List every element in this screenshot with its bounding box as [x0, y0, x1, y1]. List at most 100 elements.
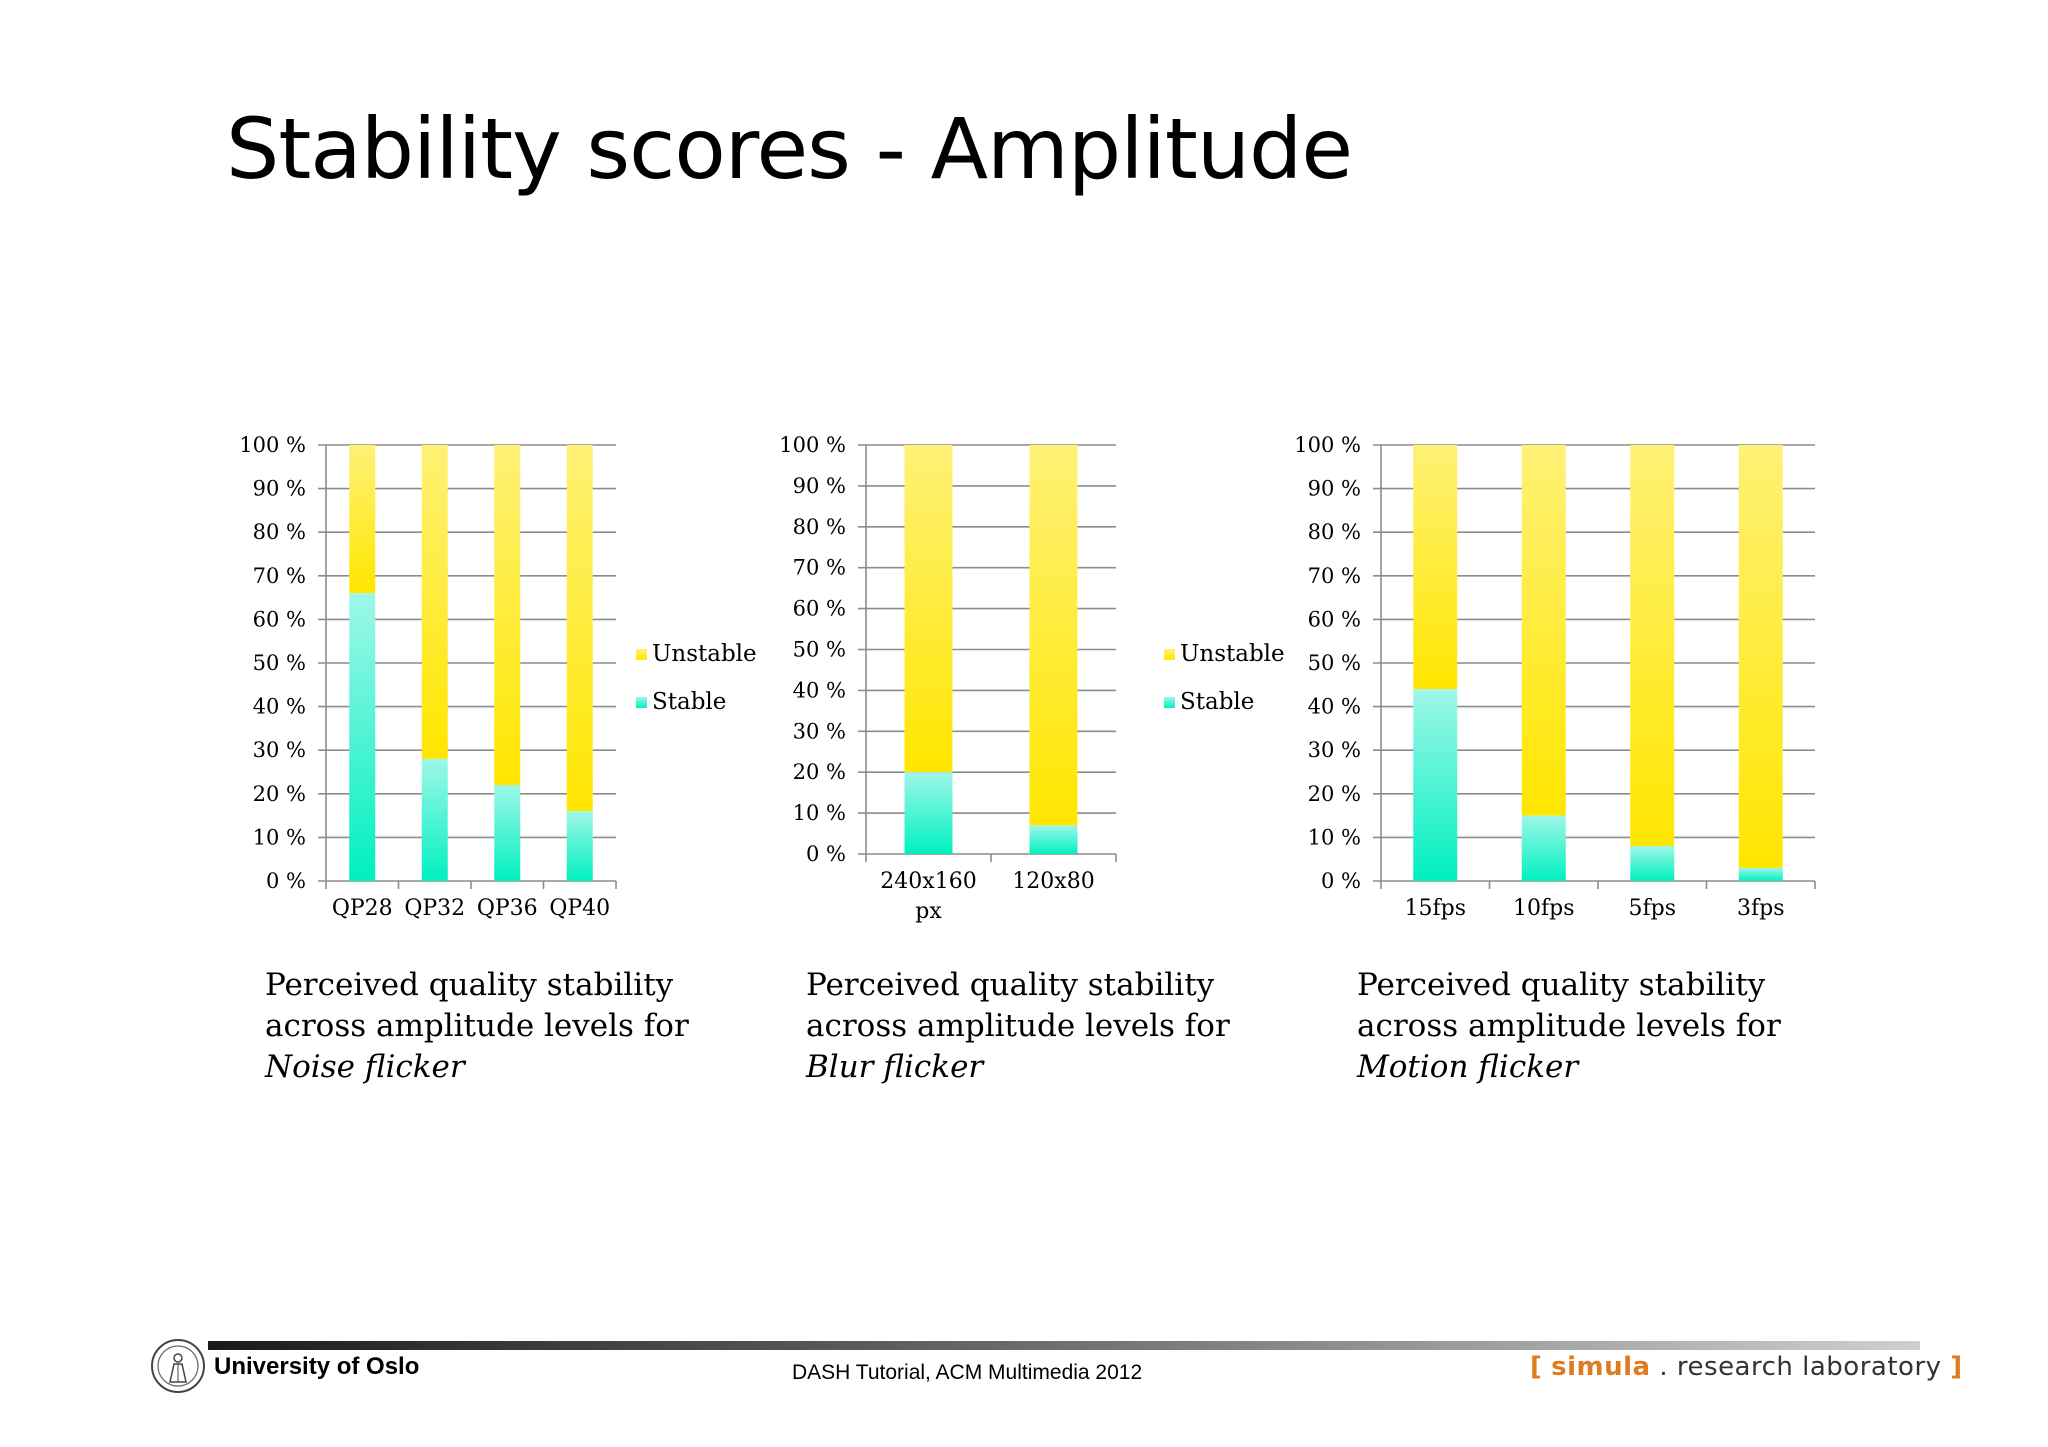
bar-unstable [1413, 445, 1458, 690]
y-tick-label: 60 % [793, 597, 846, 621]
y-tick-label: 40 % [253, 695, 306, 719]
caption-noise-line2: across amplitude levels for [265, 1008, 689, 1044]
bar-stable [566, 811, 593, 881]
simula-bracket-close: ] [1950, 1352, 1963, 1382]
y-tick-label: 60 % [1308, 607, 1361, 631]
y-tick-label: 80 % [1308, 520, 1361, 544]
caption-blur-line3: Blur flicker [806, 1049, 984, 1085]
bar-stable [349, 593, 376, 881]
bar-unstable [904, 445, 953, 773]
chart-noise-svg: 0 % 10 % 20 % 30 % 40 % 50 % 60 % 70 % 80 % 90 % 1… [239, 433, 757, 921]
y-tick-label: 70 % [793, 556, 846, 580]
caption-motion: Perceived quality stability across ampli… [1357, 965, 1781, 1088]
y-tick-label: 80 % [253, 520, 306, 544]
caption-noise: Perceived quality stability across ampli… [265, 965, 689, 1088]
y-tick-label: 10 % [793, 801, 846, 825]
x-category-label: QP28 [332, 896, 393, 921]
simula-logo: [ simula . research laboratory ] [1530, 1352, 1963, 1382]
caption-noise-line1: Perceived quality stability [265, 967, 674, 1003]
y-tick-label: 90 % [793, 474, 846, 498]
y-tick-label: 80 % [793, 515, 846, 539]
y-tick-label: 100 % [1294, 433, 1361, 457]
caption-noise-line3: Noise flicker [265, 1049, 465, 1085]
simula-brand: simula [1551, 1352, 1651, 1382]
x-category-label: QP40 [549, 896, 610, 921]
chart-noise-flicker: 0 % 10 % 20 % 30 % 40 % 50 % 60 % 70 % 80 % 90 % 1… [226, 425, 766, 945]
footer-event: DASH Tutorial, ACM Multimedia 2012 [792, 1361, 1143, 1384]
x-category-label: 15fps [1404, 896, 1466, 921]
slide-title: Stability scores - Amplitude [226, 100, 1353, 198]
bar-unstable [494, 445, 521, 786]
y-tick-label: 70 % [253, 564, 306, 588]
bar-unstable [566, 445, 593, 812]
x-category-label: 240x160 [880, 869, 976, 894]
university-name: University of Oslo [214, 1353, 420, 1380]
y-tick-label: 0 % [1321, 869, 1361, 893]
chart-blur-flicker: 0 % 10 % 20 % 30 % 40 % 50 % 60 % 70 % 80 % 90 % 1… [766, 425, 1306, 945]
caption-motion-line1: Perceived quality stability [1357, 967, 1766, 1003]
y-tick-label: 30 % [1308, 738, 1361, 762]
simula-bracket-open: [ [1530, 1352, 1543, 1382]
y-tick-label: 100 % [779, 433, 846, 457]
legend-label-unstable: Unstable [652, 641, 757, 667]
y-tick-label: 100 % [239, 433, 306, 457]
bar-unstable [421, 445, 448, 759]
y-tick-label: 60 % [253, 607, 306, 631]
legend-label-stable: Stable [1180, 689, 1254, 715]
bar-unstable [1029, 445, 1078, 826]
x-category-label: px [915, 899, 942, 924]
y-tick-label: 30 % [253, 738, 306, 762]
bar-stable [1630, 846, 1675, 881]
legend-swatch-stable [1164, 697, 1175, 708]
x-category-label: 10fps [1513, 896, 1575, 921]
x-category-label: 5fps [1628, 896, 1676, 921]
y-tick-label: 40 % [793, 678, 846, 702]
legend-label-unstable: Unstable [1180, 641, 1285, 667]
bar-unstable [1630, 445, 1675, 847]
y-tick-label: 40 % [1308, 695, 1361, 719]
bar-stable [494, 785, 521, 881]
y-tick-label: 70 % [1308, 564, 1361, 588]
chart-motion-svg: 0 % 10 % 20 % 30 % 40 % 50 % 60 % 70 % 80 % 90 % 1… [1294, 433, 1816, 921]
chart-motion-flicker: 0 % 10 % 20 % 30 % 40 % 50 % 60 % 70 % 80 % 90 % 1… [1290, 425, 1830, 945]
legend-swatch-unstable [1164, 649, 1175, 660]
caption-blur: Perceived quality stability across ampli… [806, 965, 1230, 1088]
caption-blur-line2: across amplitude levels for [806, 1008, 1230, 1044]
y-tick-label: 10 % [253, 825, 306, 849]
x-category-label: 3fps [1737, 896, 1785, 921]
y-tick-label: 90 % [253, 477, 306, 501]
bar-stable [1738, 867, 1783, 881]
footer-bar [208, 1341, 1920, 1350]
legend-swatch-unstable [636, 649, 647, 660]
x-category-label: QP32 [404, 896, 465, 921]
y-tick-label: 50 % [253, 651, 306, 675]
y-tick-label: 10 % [1308, 825, 1361, 849]
y-tick-label: 30 % [793, 719, 846, 743]
simula-rest: . research laboratory [1659, 1352, 1942, 1382]
y-tick-label: 20 % [1308, 782, 1361, 806]
bar-unstable [349, 445, 376, 594]
caption-blur-line1: Perceived quality stability [806, 967, 1215, 1003]
y-tick-label: 0 % [806, 842, 846, 866]
bar-unstable [1738, 445, 1783, 868]
legend-swatch-stable [636, 697, 647, 708]
bar-stable [1029, 825, 1078, 854]
university-seal-icon [151, 1339, 205, 1393]
bar-stable [421, 758, 448, 881]
x-category-label: QP36 [477, 896, 538, 921]
caption-motion-line2: across amplitude levels for [1357, 1008, 1781, 1044]
y-tick-label: 0 % [266, 869, 306, 893]
caption-motion-line3: Motion flicker [1357, 1049, 1579, 1085]
bar-stable [1521, 815, 1566, 881]
y-tick-label: 20 % [253, 782, 306, 806]
x-category-label: 120x80 [1012, 869, 1094, 894]
y-tick-label: 90 % [1308, 477, 1361, 501]
bar-stable [904, 772, 953, 854]
chart-blur-svg: 0 % 10 % 20 % 30 % 40 % 50 % 60 % 70 % 80 % 90 % 1… [779, 433, 1285, 924]
bar-stable [1413, 689, 1458, 881]
y-tick-label: 50 % [1308, 651, 1361, 675]
y-tick-label: 20 % [793, 760, 846, 784]
legend-label-stable: Stable [652, 689, 726, 715]
bar-unstable [1521, 445, 1566, 816]
y-tick-label: 50 % [793, 638, 846, 662]
